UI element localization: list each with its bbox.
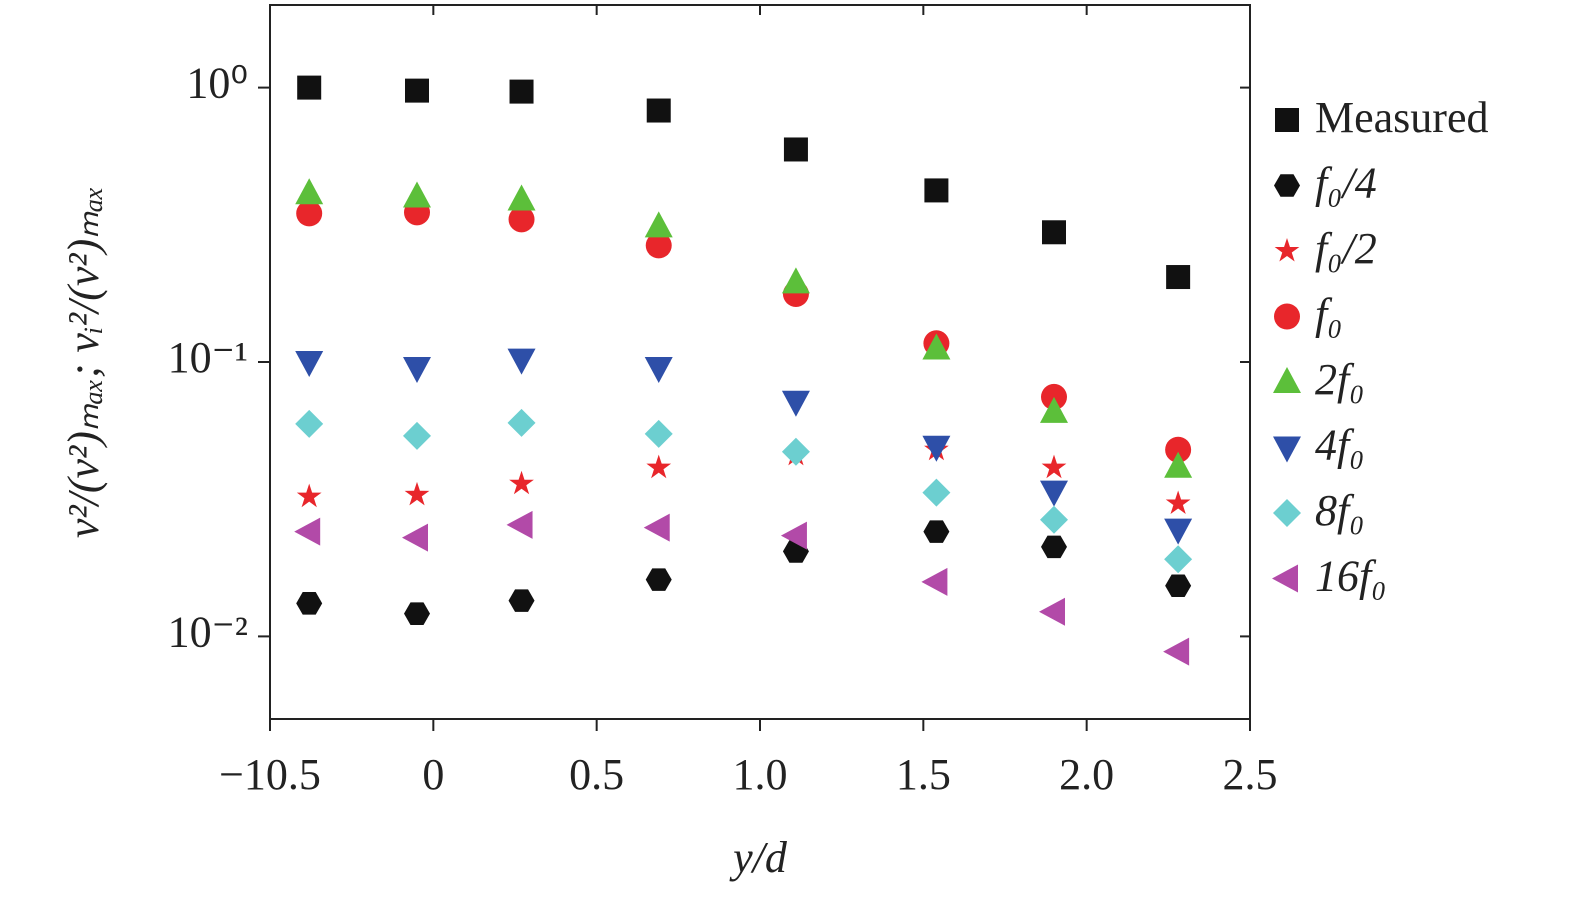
marker [781,437,810,466]
marker [923,520,950,543]
legend-label: 2f₀ [1315,355,1365,404]
marker [296,200,323,227]
marker [1165,436,1192,463]
marker [780,521,807,550]
marker [1042,220,1066,245]
marker [507,408,536,437]
marker [645,232,672,259]
x-tick-label: 0 [422,750,444,799]
legend-marker [1275,108,1299,132]
x-tick-label: 2.0 [1059,750,1114,799]
marker [1165,574,1192,597]
legend-marker [1274,174,1300,197]
legend-label: 16f₀ [1315,552,1387,601]
marker [402,523,428,552]
marker [295,351,324,377]
marker [781,390,810,417]
legend-marker [1273,436,1301,463]
marker [921,567,948,596]
legend-marker [1273,499,1301,527]
legend-marker [1273,367,1301,393]
marker [1166,265,1191,290]
marker [404,602,430,625]
marker [922,333,951,360]
marker [643,513,670,542]
marker [644,356,673,383]
marker [507,348,536,375]
y-tick-label: 10⁰ [186,59,248,108]
marker [1041,454,1067,479]
marker [924,178,949,203]
marker [508,589,535,612]
x-tick-label: 2.5 [1223,750,1278,799]
marker [922,435,951,462]
legend-label: f₀/4 [1315,159,1377,208]
marker [296,592,323,615]
legend-label: Measured [1315,93,1489,142]
marker [403,181,431,208]
marker [1164,518,1193,545]
legend-label: f₀/2 [1315,224,1377,273]
marker [645,568,672,591]
marker [403,421,431,450]
marker [403,356,431,383]
marker [1040,505,1068,534]
x-tick-label: 1.0 [733,750,788,799]
x-tick-label: −10.5 [219,750,321,799]
x-tick-label: 1.5 [896,750,951,799]
marker [509,79,534,104]
legend-label: f₀ [1315,290,1343,339]
marker [1164,451,1193,478]
marker [296,483,322,508]
y-tick-label: 10⁻² [168,607,248,656]
legend-label: 8f₀ [1315,486,1365,535]
marker [507,184,536,211]
marker [1163,637,1190,666]
marker [644,419,673,448]
marker [506,510,533,539]
y-tick-label: 10⁻¹ [168,333,248,382]
marker [294,517,321,546]
marker [646,98,671,123]
legend-marker [1272,564,1298,593]
marker [644,211,673,238]
x-axis-label: y/d [729,833,788,882]
marker [404,481,430,506]
marker [1040,396,1068,423]
marker [509,470,534,495]
x-tick-label: 0.5 [569,750,624,799]
marker [922,478,951,507]
legend-label: 4f₀ [1315,421,1365,470]
marker [405,78,429,103]
marker [646,454,672,479]
marker [508,206,535,233]
marker [1040,480,1068,507]
marker [1165,490,1191,515]
marker [781,267,810,294]
marker [297,75,322,100]
marker [1039,597,1065,626]
y-axis-label: v²/(v²)ₘₐₓ; vᵢ²/(v²)ₘₐₓ [59,186,108,538]
marker [295,409,324,438]
marker [1164,545,1193,574]
legend-marker [1274,303,1300,330]
marker [295,178,324,205]
marker [1041,535,1067,559]
marker [783,137,808,162]
legend-marker [1274,238,1300,262]
